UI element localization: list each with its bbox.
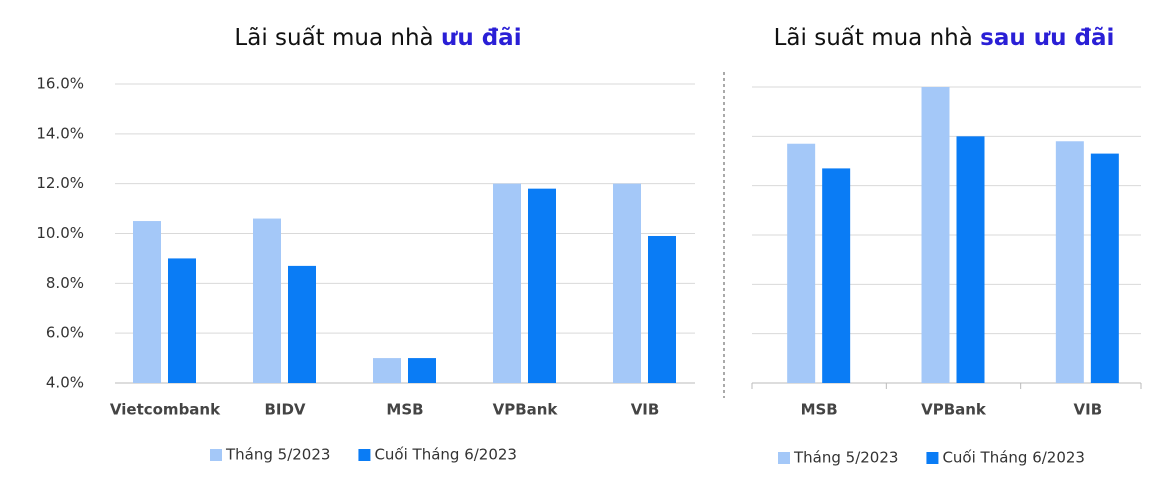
y-tick-label: 4.0% [46,374,84,392]
bar [168,258,196,383]
y-tick-label: 8.0% [46,274,84,292]
bar [613,183,641,383]
bar [648,235,676,383]
legend-label: Tháng 5/2023 [793,449,898,467]
bar [822,168,851,383]
title-text: Lãi suất mua nhà [234,25,441,51]
title-highlight: ưu đãi [441,25,522,51]
x-tick-label: MSB [386,401,423,419]
y-tick-label: 10.0% [36,224,84,242]
y-tick-label: 12.0% [36,174,84,192]
bar [1055,141,1084,383]
chart-title: Lãi suất mua nhà ưu đãi [234,25,521,51]
legend-label: Cuối Tháng 6/2023 [942,449,1085,467]
bar [493,183,521,383]
title-text: Lãi suất mua nhà [774,25,981,51]
y-tick-label: 16.0% [36,75,84,93]
legend-swatch [926,452,939,464]
bar [1090,153,1119,383]
y-tick-label: 14.0% [36,124,84,142]
x-tick-label: VIB [631,401,660,419]
bar [133,221,161,383]
x-tick-label: BIDV [264,401,305,419]
bar [921,87,950,383]
legend-label: Tháng 5/2023 [225,446,330,464]
bar [787,143,816,383]
bar [373,358,401,383]
bar [288,265,316,383]
bar [253,218,281,383]
bar [528,188,556,383]
x-tick-label: VIB [1074,401,1103,419]
legend-swatch [210,449,222,461]
chart-title: Lãi suất mua nhà sau ưu đãi [774,25,1115,51]
bar [408,358,436,383]
bar [956,136,985,383]
legend-label: Cuối Tháng 6/2023 [374,446,517,464]
y-tick-label: 6.0% [46,324,84,342]
legend-swatch [778,452,790,464]
x-tick-label: VPBank [921,401,987,419]
x-tick-label: VPBank [493,401,559,419]
x-tick-label: Vietcombank [110,401,221,419]
x-tick-label: MSB [801,401,838,419]
legend-swatch [358,449,371,461]
title-highlight: sau ưu đãi [980,25,1114,51]
